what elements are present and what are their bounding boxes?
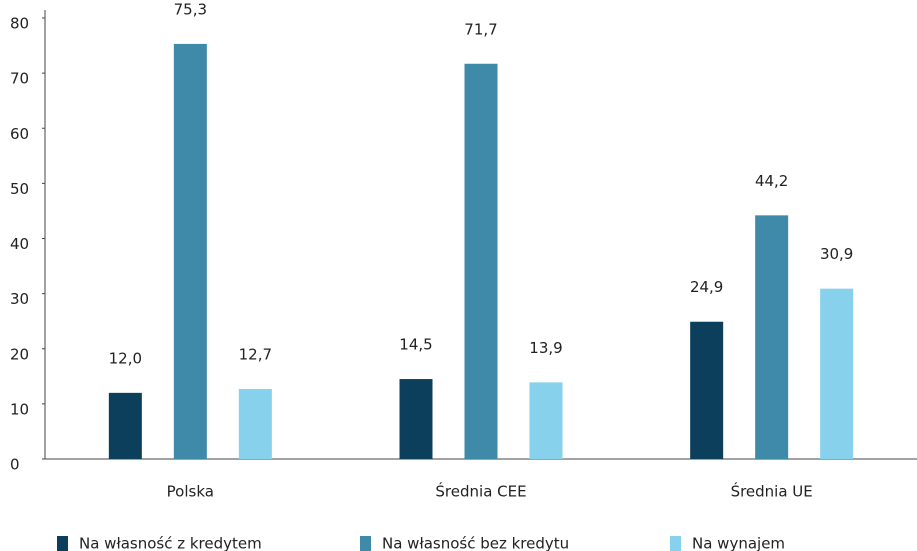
value-label: 14,5: [399, 336, 432, 354]
y-tick-label: 80: [10, 15, 29, 33]
y-tick-label: 30: [10, 290, 29, 308]
value-label: 12,7: [239, 345, 272, 363]
value-label: 71,7: [464, 20, 497, 38]
bar: [755, 215, 789, 459]
bar: [173, 43, 207, 459]
bar: [238, 388, 272, 459]
legend-swatch: [57, 536, 68, 551]
legend-label: Na własność z kredytem: [79, 535, 262, 551]
value-label: 44,2: [755, 172, 788, 190]
y-tick-label: 10: [10, 400, 29, 418]
y-tick-label: 50: [10, 180, 29, 198]
legend-label: Na własność bez kredytu: [382, 535, 569, 551]
legend-swatch: [670, 536, 681, 551]
y-tick-label: 40: [10, 235, 29, 253]
bar: [464, 63, 498, 459]
y-tick-label: 70: [10, 70, 29, 88]
value-label: 13,9: [529, 339, 562, 357]
legend-label: Na wynajem: [692, 535, 785, 551]
value-label: 12,0: [109, 349, 142, 367]
value-label: 30,9: [820, 245, 853, 263]
bar: [820, 288, 854, 459]
value-label: 24,9: [690, 278, 723, 296]
x-tick-label: Średnia CEE: [435, 482, 526, 501]
bar: [690, 321, 724, 459]
legend-swatch: [360, 536, 371, 551]
x-tick-label: Polska: [167, 483, 214, 501]
y-tick-label: 60: [10, 125, 29, 143]
value-label: 75,3: [174, 0, 207, 18]
bar: [529, 382, 563, 459]
y-tick-label: 20: [10, 345, 29, 363]
bar: [108, 392, 142, 459]
x-tick-label: Średnia UE: [731, 482, 813, 501]
bar: [399, 379, 433, 459]
y-tick-label: 0: [10, 456, 20, 474]
